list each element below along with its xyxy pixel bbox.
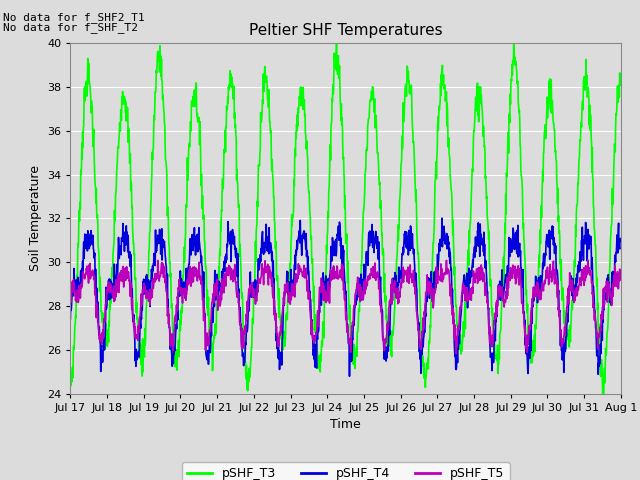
Legend: pSHF_T3, pSHF_T4, pSHF_T5: pSHF_T3, pSHF_T4, pSHF_T5 — [182, 462, 509, 480]
pSHF_T3 — [600, 402, 607, 408]
Title: Peltier SHF Temperatures: Peltier SHF Temperatures — [249, 23, 442, 38]
pSHF_T3 — [225, 82, 233, 88]
pSHF_T5 — [225, 266, 233, 272]
pSHF_T3 — [275, 286, 283, 292]
pSHF_T3 — [617, 73, 625, 79]
pSHF_T4 — [545, 236, 552, 241]
Line: pSHF_T3: pSHF_T3 — [70, 38, 621, 405]
pSHF_T5 — [617, 272, 625, 278]
pSHF_T4 — [275, 348, 283, 354]
pSHF_T5 — [165, 323, 173, 328]
pSHF_T5 — [584, 257, 592, 263]
pSHF_T5 — [176, 286, 184, 292]
pSHF_T5 — [545, 273, 552, 279]
Y-axis label: Soil Temperature: Soil Temperature — [29, 166, 42, 271]
pSHF_T5 — [275, 335, 283, 341]
pSHF_T4 — [67, 316, 74, 322]
Text: No data for f_SHF_T2: No data for f_SHF_T2 — [3, 22, 138, 33]
X-axis label: Time: Time — [330, 418, 361, 431]
pSHF_T5 — [452, 350, 460, 356]
pSHF_T3 — [510, 36, 518, 41]
pSHF_T4 — [176, 279, 184, 285]
pSHF_T3 — [165, 244, 173, 250]
pSHF_T3 — [67, 365, 74, 371]
pSHF_T5 — [483, 300, 491, 306]
Text: No data for f_SHF2_T1: No data for f_SHF2_T1 — [3, 12, 145, 23]
pSHF_T4 — [346, 373, 353, 379]
pSHF_T4 — [617, 238, 625, 244]
pSHF_T3 — [176, 329, 184, 335]
pSHF_T3 — [483, 193, 491, 199]
pSHF_T4 — [225, 232, 233, 238]
pSHF_T3 — [545, 106, 552, 111]
pSHF_T5 — [67, 294, 74, 300]
Line: pSHF_T4: pSHF_T4 — [70, 218, 621, 376]
pSHF_T4 — [438, 215, 446, 221]
pSHF_T4 — [484, 289, 492, 295]
pSHF_T4 — [165, 324, 173, 330]
Line: pSHF_T5: pSHF_T5 — [70, 260, 621, 353]
